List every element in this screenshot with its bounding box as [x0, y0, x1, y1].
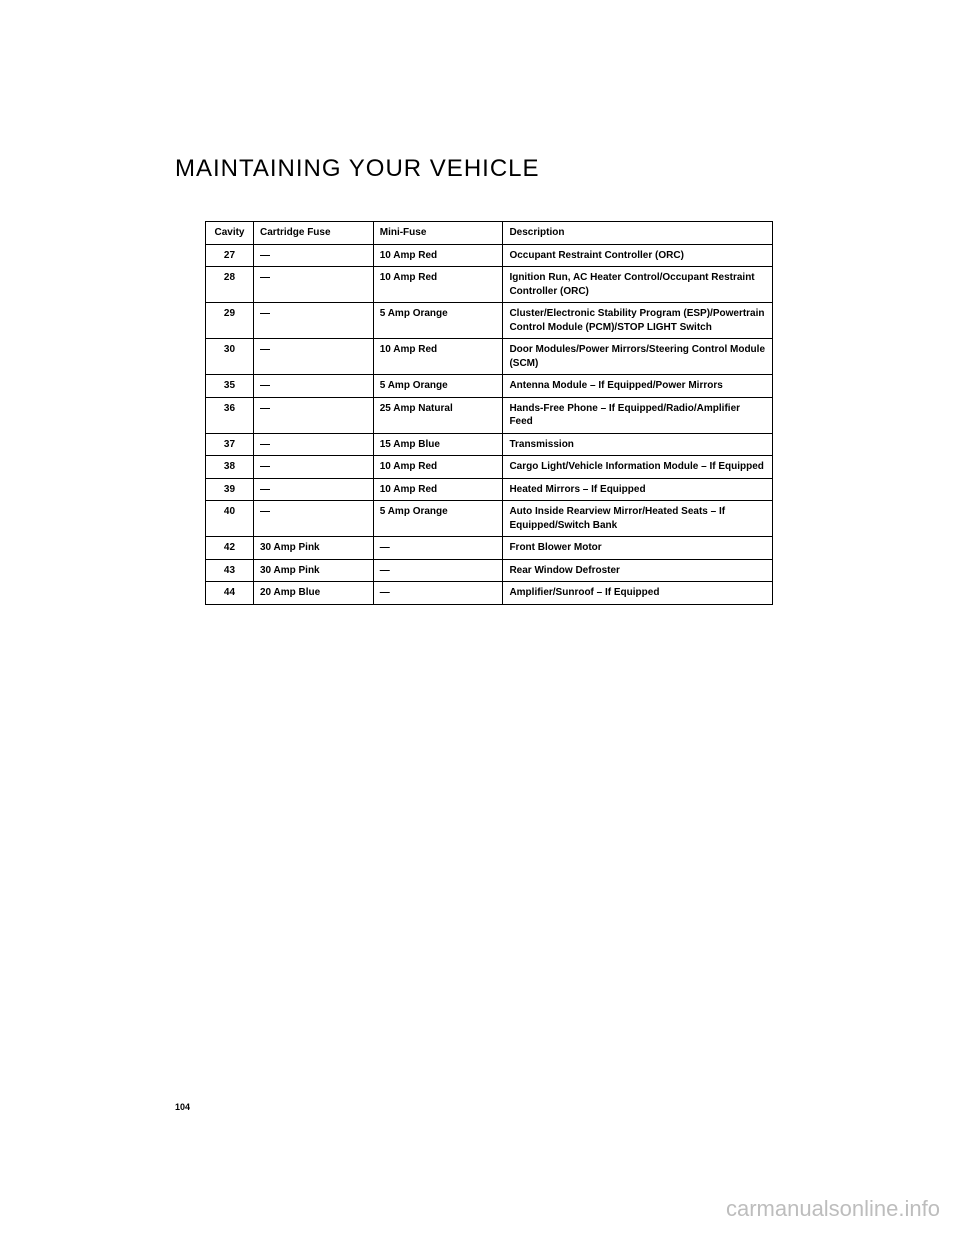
- table-row: 39—10 Amp RedHeated Mirrors – If Equippe…: [206, 478, 773, 501]
- mini-cell: —: [373, 537, 503, 560]
- description-cell: Door Modules/Power Mirrors/Steering Cont…: [503, 339, 773, 375]
- mini-cell: —: [373, 582, 503, 605]
- mini-cell: 5 Amp Orange: [373, 501, 503, 537]
- table-header-row: Cavity Cartridge Fuse Mini-Fuse Descript…: [206, 222, 773, 245]
- fuse-table: Cavity Cartridge Fuse Mini-Fuse Descript…: [205, 221, 773, 605]
- cartridge-cell: —: [253, 433, 373, 456]
- mini-cell: —: [373, 559, 503, 582]
- cavity-cell: 35: [206, 375, 254, 398]
- mini-cell: 10 Amp Red: [373, 456, 503, 479]
- cavity-cell: 37: [206, 433, 254, 456]
- description-cell: Cargo Light/Vehicle Information Module –…: [503, 456, 773, 479]
- cartridge-cell: —: [253, 244, 373, 267]
- mini-cell: 10 Amp Red: [373, 478, 503, 501]
- cavity-cell: 30: [206, 339, 254, 375]
- cavity-cell: 28: [206, 267, 254, 303]
- table-row: 4420 Amp Blue—Amplifier/Sunroof – If Equ…: [206, 582, 773, 605]
- col-mini: Mini-Fuse: [373, 222, 503, 245]
- cavity-cell: 42: [206, 537, 254, 560]
- table-row: 4330 Amp Pink—Rear Window Defroster: [206, 559, 773, 582]
- cartridge-cell: —: [253, 267, 373, 303]
- description-cell: Auto Inside Rearview Mirror/Heated Seats…: [503, 501, 773, 537]
- cartridge-cell: 30 Amp Pink: [253, 559, 373, 582]
- table-row: 38—10 Amp RedCargo Light/Vehicle Informa…: [206, 456, 773, 479]
- table-row: 35—5 Amp OrangeAntenna Module – If Equip…: [206, 375, 773, 398]
- cartridge-cell: —: [253, 397, 373, 433]
- description-cell: Antenna Module – If Equipped/Power Mirro…: [503, 375, 773, 398]
- table-row: 37—15 Amp BlueTransmission: [206, 433, 773, 456]
- table-row: 4230 Amp Pink—Front Blower Motor: [206, 537, 773, 560]
- cartridge-cell: —: [253, 456, 373, 479]
- col-cavity: Cavity: [206, 222, 254, 245]
- cavity-cell: 27: [206, 244, 254, 267]
- table-row: 30—10 Amp RedDoor Modules/Power Mirrors/…: [206, 339, 773, 375]
- description-cell: Transmission: [503, 433, 773, 456]
- cartridge-cell: 30 Amp Pink: [253, 537, 373, 560]
- description-cell: Hands-Free Phone – If Equipped/Radio/Amp…: [503, 397, 773, 433]
- table-row: 36—25 Amp NaturalHands-Free Phone – If E…: [206, 397, 773, 433]
- description-cell: Ignition Run, AC Heater Control/Occupant…: [503, 267, 773, 303]
- description-cell: Occupant Restraint Controller (ORC): [503, 244, 773, 267]
- description-cell: Rear Window Defroster: [503, 559, 773, 582]
- cartridge-cell: —: [253, 501, 373, 537]
- mini-cell: 15 Amp Blue: [373, 433, 503, 456]
- cartridge-cell: —: [253, 339, 373, 375]
- description-cell: Amplifier/Sunroof – If Equipped: [503, 582, 773, 605]
- table-row: 29—5 Amp OrangeCluster/Electronic Stabil…: [206, 303, 773, 339]
- cartridge-cell: —: [253, 478, 373, 501]
- page-title: MAINTAINING YOUR VEHICLE: [175, 155, 785, 183]
- cavity-cell: 38: [206, 456, 254, 479]
- description-cell: Front Blower Motor: [503, 537, 773, 560]
- table-row: 28—10 Amp RedIgnition Run, AC Heater Con…: [206, 267, 773, 303]
- cartridge-cell: 20 Amp Blue: [253, 582, 373, 605]
- cavity-cell: 29: [206, 303, 254, 339]
- mini-cell: 5 Amp Orange: [373, 375, 503, 398]
- cavity-cell: 43: [206, 559, 254, 582]
- description-cell: Cluster/Electronic Stability Program (ES…: [503, 303, 773, 339]
- mini-cell: 10 Amp Red: [373, 267, 503, 303]
- cartridge-cell: —: [253, 375, 373, 398]
- table-row: 27—10 Amp RedOccupant Restraint Controll…: [206, 244, 773, 267]
- mini-cell: 5 Amp Orange: [373, 303, 503, 339]
- table-row: 40—5 Amp OrangeAuto Inside Rearview Mirr…: [206, 501, 773, 537]
- page-number: 104: [175, 1102, 190, 1112]
- col-description: Description: [503, 222, 773, 245]
- cavity-cell: 39: [206, 478, 254, 501]
- cavity-cell: 36: [206, 397, 254, 433]
- description-cell: Heated Mirrors – If Equipped: [503, 478, 773, 501]
- mini-cell: 25 Amp Natural: [373, 397, 503, 433]
- mini-cell: 10 Amp Red: [373, 339, 503, 375]
- cartridge-cell: —: [253, 303, 373, 339]
- watermark: carmanualsonline.info: [726, 1196, 940, 1222]
- mini-cell: 10 Amp Red: [373, 244, 503, 267]
- col-cartridge: Cartridge Fuse: [253, 222, 373, 245]
- cavity-cell: 40: [206, 501, 254, 537]
- cavity-cell: 44: [206, 582, 254, 605]
